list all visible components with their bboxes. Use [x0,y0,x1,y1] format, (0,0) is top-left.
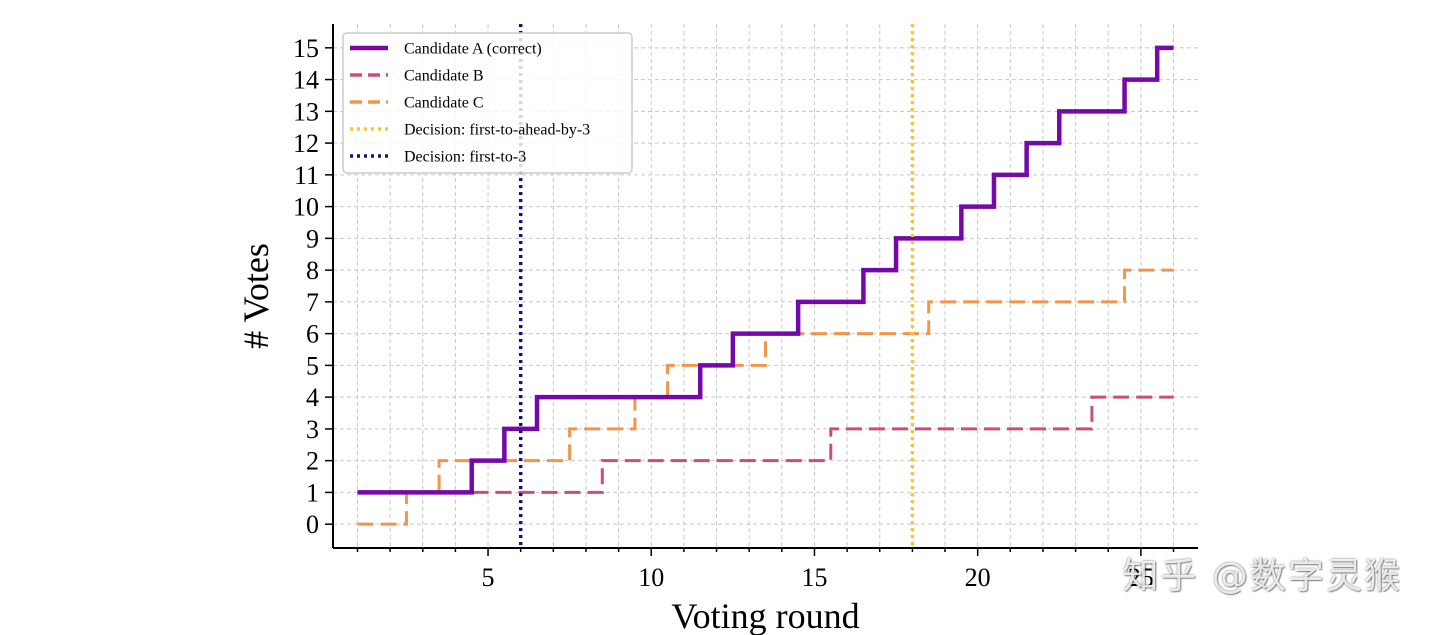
legend-box [342,32,633,174]
legend-label: Candidate C [404,95,484,112]
x-axis-title: Voting round [671,596,859,635]
series-line-candidate-c [357,268,1174,526]
y-tick-label: 8 [306,256,319,285]
decision-lines [518,24,915,548]
x-tick-label: 20 [965,563,991,592]
legend-label: Candidate B [404,68,484,85]
watermark: 知乎 @数字灵猴 [1122,556,1402,597]
series-layer [357,45,1174,526]
y-tick-label: 9 [306,224,319,253]
y-tick-label: 5 [306,351,319,380]
y-tick-label: 7 [306,288,319,317]
y-tick-label: 2 [306,447,319,476]
y-tick-label: 11 [294,161,319,190]
y-tick-label: 1 [306,478,319,507]
y-tick-label: 15 [293,34,319,63]
y-tick-label: 13 [293,97,319,126]
legend-label: Candidate A (correct) [404,41,542,58]
legend-label: Decision: first-to-3 [404,149,526,166]
y-tick-label: 0 [306,510,319,539]
legend: Candidate A (correct) Candidate B Candidat… [342,32,633,174]
legend-label: Decision: first-to-ahead-by-3 [404,122,590,139]
series-line-candidate-a-correct [357,45,1174,495]
y-tick-label: 4 [306,383,319,412]
x-tick-label: 25 [1128,563,1154,592]
y-tick-label: 3 [306,415,319,444]
y-tick-label: 6 [306,320,319,349]
y-tick-label: 10 [293,193,319,222]
x-tick-label: 10 [638,563,664,592]
x-tick-label: 15 [801,563,827,592]
series-line-candidate-b [357,395,1174,494]
y-axis-title: # Votes [236,243,276,349]
y-tick-label: 14 [293,66,319,95]
x-tick-label: 5 [482,563,495,592]
y-tick-label: 12 [293,129,319,158]
